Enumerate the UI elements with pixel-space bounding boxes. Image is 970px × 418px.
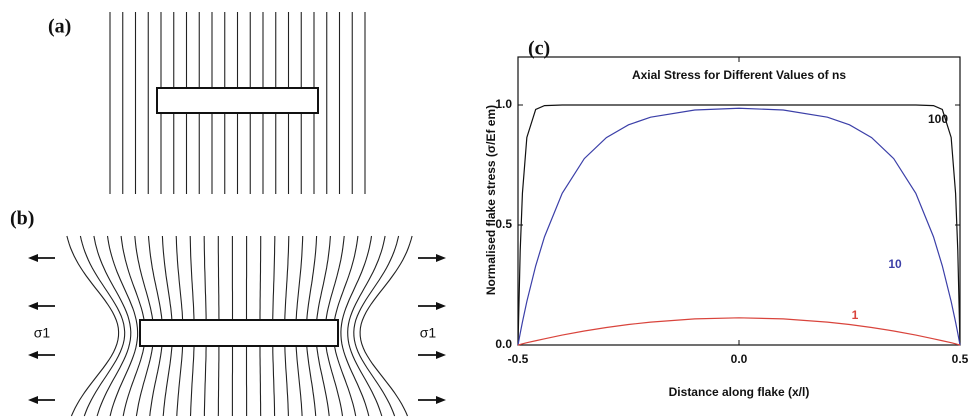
series-label: 1 [852,308,859,322]
x-tick-label: 0.0 [731,352,748,366]
field-line [106,235,139,417]
arrow-head [28,396,38,404]
field-line [93,235,132,417]
field-line [353,235,400,417]
series-line [517,317,961,346]
stress-label: σ1 [420,325,437,341]
flake [156,87,319,114]
y-tick-label: 0.0 [495,337,512,351]
field-line [79,235,126,417]
arrow-head [436,351,446,359]
series-label: 100 [928,112,948,126]
arrow-head [28,351,38,359]
field-line [66,235,120,417]
series-line [517,107,961,346]
field-line [340,235,373,417]
diagram-b [66,235,413,417]
field-line [347,235,386,417]
panel-label: (b) [10,208,34,230]
arrow-head [28,302,38,310]
arrow-head [28,254,38,262]
y-axis-label: Normalised flake stress (σ/Ef em) [484,105,498,295]
stress-label: σ1 [34,325,51,341]
y-tick-label: 0.5 [495,217,512,231]
arrow-head [436,254,446,262]
y-tick-label: 1.0 [495,97,512,111]
chart-title: Axial Stress for Different Values of ns [632,68,846,82]
field-line [359,235,413,417]
arrows [28,254,446,404]
x-tick-label: -0.5 [508,352,529,366]
x-tick-label: 0.5 [952,352,969,366]
panel-label: (a) [48,16,71,38]
arrow-head [436,302,446,310]
x-axis-label: Distance along flake (x/l) [669,385,810,399]
series-line [517,104,961,346]
arrow-head [436,396,446,404]
series-label: 10 [888,257,902,271]
panel-label: (c) [528,38,550,60]
plot-frame [517,56,961,346]
flake [139,319,339,347]
